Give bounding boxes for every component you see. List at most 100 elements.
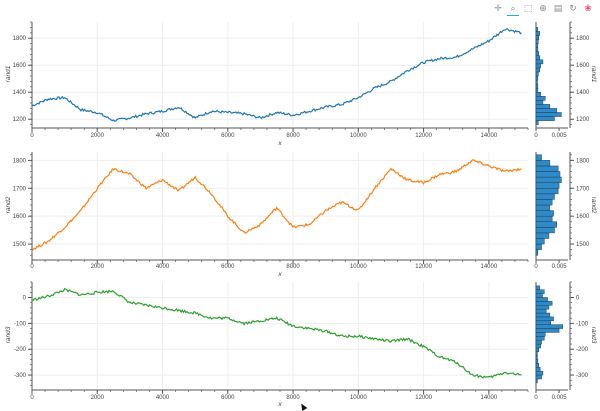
hist-bar xyxy=(535,108,558,113)
hist-bar xyxy=(535,193,555,200)
hist-x-tick-label: 0.005 xyxy=(552,133,568,139)
x-tick-label: 0 xyxy=(30,264,34,270)
hist-bar xyxy=(535,35,540,40)
right-y-tick-label: 1600 xyxy=(576,214,590,220)
hist-bar xyxy=(535,165,559,172)
x-axis-label: x xyxy=(277,401,282,408)
y-tick-label: 1600 xyxy=(13,63,27,69)
hist-bar xyxy=(535,332,546,337)
hist-bar xyxy=(535,243,542,250)
x-tick-label: 14000 xyxy=(480,395,497,401)
save-icon: ▤ xyxy=(553,4,563,14)
right-y-axis-label: rand2 xyxy=(590,197,597,214)
pan-tool[interactable]: ✛ xyxy=(492,3,504,15)
x-tick-label: 10000 xyxy=(350,133,367,139)
y-tick-label: 1800 xyxy=(13,158,27,164)
hist-bar xyxy=(535,31,540,36)
hist-bar xyxy=(535,79,538,85)
hist-bar xyxy=(535,71,539,77)
reset-tool[interactable]: ↻ xyxy=(567,3,579,15)
hist-bar xyxy=(535,347,540,353)
y-tick-label: 1500 xyxy=(13,242,27,248)
x-tick-label: 14000 xyxy=(480,264,497,270)
hist-bar xyxy=(535,324,564,329)
bokeh-logo-icon: ❀ xyxy=(584,4,592,14)
x-tick-label: 12000 xyxy=(415,133,432,139)
hist-bar xyxy=(535,355,538,360)
x-tick-label: 8000 xyxy=(286,264,300,270)
x-tick-label: 12000 xyxy=(415,395,432,401)
right-y-tick-label: -300 xyxy=(576,373,589,379)
hist-bar xyxy=(535,55,540,61)
save-tool[interactable]: ▤ xyxy=(552,3,564,15)
hist-bar xyxy=(535,289,545,294)
bokeh-logo[interactable]: ❀ xyxy=(582,3,594,15)
hist-bar xyxy=(535,320,552,325)
hist-bar xyxy=(535,83,539,89)
hist-bar xyxy=(535,63,541,69)
x-tick-label: 8000 xyxy=(286,395,300,401)
crosshair-tool[interactable]: ⊕ xyxy=(537,3,549,15)
hist-bar xyxy=(535,305,550,310)
hist-bar xyxy=(535,47,539,52)
x-tick-label: 10000 xyxy=(350,395,367,401)
right-y-tick-label: 1200 xyxy=(576,117,590,123)
chart-panel-3: 0 2000 4000 6000 8000 10000 12000 14000 -300 -200… xyxy=(5,281,597,408)
x-tick-label: 6000 xyxy=(221,395,235,401)
hist-x-tick-label: 0 xyxy=(534,264,538,270)
x-tick-label: 2000 xyxy=(91,133,105,139)
hist-bar xyxy=(535,43,539,48)
hist-bar xyxy=(535,87,539,93)
hist-bar xyxy=(535,100,544,105)
hist-bar xyxy=(535,27,539,32)
hist-bar xyxy=(535,204,551,211)
y-tick-label: 1600 xyxy=(13,214,27,220)
hist-bar xyxy=(535,367,541,372)
x-tick-label: 12000 xyxy=(415,264,432,270)
hist-bar xyxy=(535,160,551,167)
box-zoom-tool[interactable]: ⌕ xyxy=(507,3,519,16)
pan-icon: ✛ xyxy=(494,4,502,14)
hist-bar xyxy=(535,359,539,364)
hist-bar xyxy=(535,297,548,302)
hist-bar xyxy=(535,188,559,195)
hist-bar xyxy=(535,171,561,178)
hist-bar xyxy=(535,227,555,234)
hist-bar xyxy=(535,67,540,73)
right-y-tick-label: 1800 xyxy=(576,36,590,42)
crosshair-icon: ⊕ xyxy=(539,4,547,14)
y-tick-label: 1200 xyxy=(13,117,27,123)
hist-bar xyxy=(535,249,539,256)
hist-x-tick-label: 0.005 xyxy=(552,395,568,401)
right-y-tick-label: 1600 xyxy=(576,63,590,69)
chart-panel-2: 0 2000 4000 6000 8000 10000 12000 14000 1500 1600… xyxy=(5,152,597,278)
hist-bar xyxy=(535,308,547,314)
x-tick-label: 14000 xyxy=(480,133,497,139)
hist-bar xyxy=(535,316,554,322)
hist-bar xyxy=(535,39,539,44)
hist-bar xyxy=(535,339,542,345)
hist-bar xyxy=(535,112,562,117)
right-y-tick-label: 1800 xyxy=(576,158,590,164)
hist-bar xyxy=(535,51,540,57)
y-tick-label: 1700 xyxy=(13,186,27,192)
hist-bar xyxy=(535,336,545,341)
hist-bar xyxy=(535,199,553,206)
hist-bar xyxy=(535,182,560,189)
x-axis-label: x xyxy=(277,140,282,147)
right-y-axis-label: rand3 xyxy=(590,327,597,344)
hist-bar xyxy=(535,120,539,125)
hist-bar xyxy=(535,370,544,376)
chart-panel-1: 0 2000 4000 6000 8000 10000 12000 1400012001400… xyxy=(5,21,597,147)
hist-bar xyxy=(535,104,551,109)
hist-bar xyxy=(535,91,541,97)
hist-bar xyxy=(535,363,540,368)
wheel-zoom-tool[interactable]: ⬚ xyxy=(522,3,534,15)
hist-bar xyxy=(535,232,550,239)
hist-bar xyxy=(535,96,546,101)
hist-bar xyxy=(535,378,538,384)
wheel-zoom-icon: ⬚ xyxy=(523,4,533,14)
right-y-tick-label: 1500 xyxy=(576,242,590,248)
y-tick-label: -300 xyxy=(14,373,27,379)
